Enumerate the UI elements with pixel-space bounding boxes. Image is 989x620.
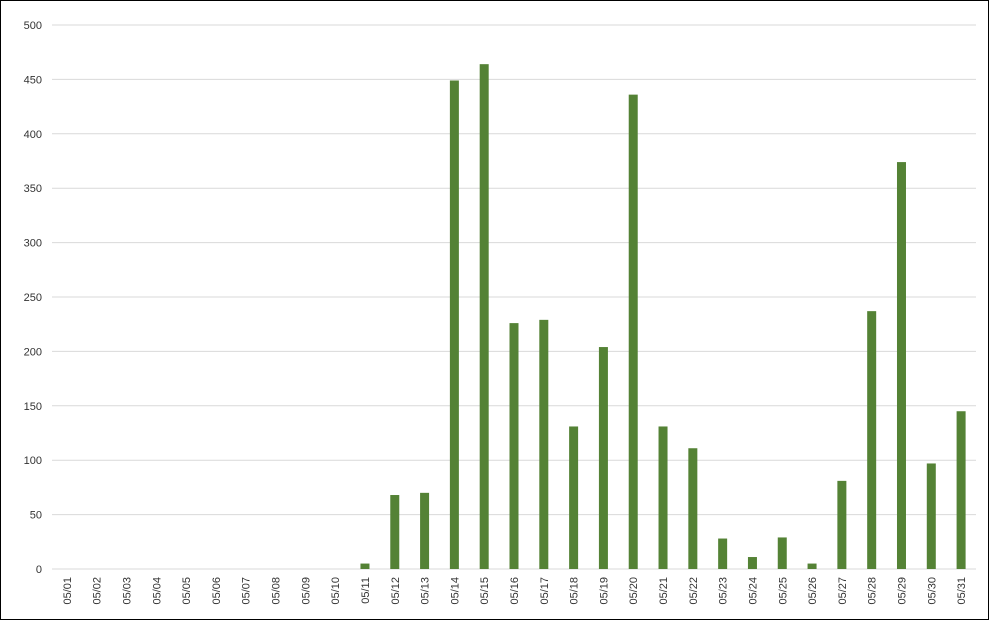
- bar: [867, 311, 877, 569]
- bar: [807, 563, 817, 569]
- bar: [360, 563, 370, 569]
- x-tick-label: 05/04: [151, 577, 163, 605]
- bar: [449, 80, 459, 569]
- x-tick-label: 05/16: [509, 577, 521, 605]
- x-tick-label: 05/02: [92, 577, 104, 605]
- bar: [896, 162, 906, 569]
- x-tick-label: 05/13: [420, 577, 432, 605]
- x-tick-label: 05/23: [718, 577, 730, 605]
- bar: [718, 538, 728, 569]
- x-tick-label: 05/12: [390, 577, 402, 605]
- x-tick-label: 05/18: [569, 577, 581, 605]
- x-tick-label: 05/20: [628, 577, 640, 605]
- bar: [420, 492, 430, 569]
- bar: [479, 64, 489, 569]
- bar: [569, 426, 579, 569]
- y-tick-label: 300: [24, 238, 42, 250]
- x-tick-label: 05/24: [747, 577, 759, 605]
- x-tick-label: 05/19: [598, 577, 610, 605]
- bar: [598, 347, 608, 569]
- x-tick-label: 05/21: [658, 577, 670, 605]
- bar: [837, 480, 847, 569]
- x-tick-label: 05/07: [241, 577, 253, 605]
- y-tick-label: 0: [36, 564, 42, 576]
- bar: [509, 323, 519, 569]
- x-tick-label: 05/28: [867, 577, 879, 605]
- y-tick-label: 450: [24, 74, 42, 86]
- x-tick-label: 05/15: [479, 577, 491, 605]
- x-tick-label: 05/08: [271, 577, 283, 605]
- y-tick-label: 400: [24, 129, 42, 141]
- x-tick-label: 05/27: [837, 577, 849, 605]
- bar: [390, 495, 400, 569]
- x-tick-label: 05/26: [807, 577, 819, 605]
- bar: [658, 426, 668, 569]
- x-tick-label: 05/14: [449, 577, 461, 605]
- x-tick-label: 05/05: [181, 577, 193, 605]
- y-tick-label: 250: [24, 292, 42, 304]
- bar: [628, 94, 638, 569]
- x-tick-label: 05/11: [360, 577, 372, 604]
- x-tick-label: 05/17: [539, 577, 551, 605]
- y-tick-label: 50: [30, 510, 42, 522]
- x-tick-label: 05/30: [926, 577, 938, 605]
- x-tick-label: 05/22: [688, 577, 700, 605]
- x-tick-label: 05/03: [122, 577, 134, 605]
- bar: [777, 537, 787, 569]
- bar: [688, 448, 698, 569]
- bar: [926, 463, 936, 569]
- y-tick-label: 200: [24, 346, 42, 358]
- x-tick-label: 05/31: [956, 577, 968, 605]
- x-tick-label: 05/10: [330, 577, 342, 605]
- y-tick-label: 350: [24, 183, 42, 195]
- x-tick-label: 05/09: [300, 577, 312, 605]
- x-tick-label: 05/25: [777, 577, 789, 605]
- y-tick-label: 100: [24, 455, 42, 467]
- bar: [747, 557, 757, 569]
- bar: [539, 319, 549, 569]
- x-tick-label: 05/29: [896, 577, 908, 605]
- bar: [956, 411, 966, 569]
- x-tick-label: 05/06: [211, 577, 223, 605]
- x-tick-label: 05/01: [62, 577, 74, 605]
- y-tick-label: 150: [24, 401, 42, 413]
- y-tick-label: 500: [24, 20, 42, 32]
